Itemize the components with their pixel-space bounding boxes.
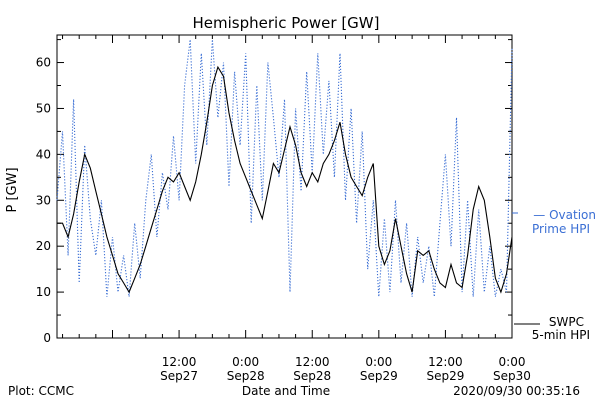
y-tick-label: 10 (36, 285, 51, 299)
x-tick-label-time: 0:00 (499, 355, 526, 369)
x-tick-label-time: 12:00 (428, 355, 463, 369)
x-tick-label-date: Sep28 (293, 369, 331, 383)
y-tick-label: 30 (36, 193, 51, 207)
y-axis-label: P [GW] (5, 167, 20, 212)
x-axis-label: Date and Time (242, 384, 330, 398)
series-layer (56, 39, 513, 297)
y-tick-label: 40 (36, 147, 51, 161)
y-tick-label: 0 (43, 331, 51, 345)
legend-ovation-line2: Prime HPI (532, 222, 590, 236)
x-tick-label-time: 12:00 (162, 355, 197, 369)
legend-swpc-line2: 5-min HPI (532, 328, 590, 342)
x-tick-label-time: 0:00 (232, 355, 259, 369)
x-tick-label-date: Sep29 (426, 369, 464, 383)
legend-ovation-line1: — Ovation (533, 208, 596, 222)
chart-title: Hemispheric Power [GW] (193, 14, 380, 32)
y-tick-label: 50 (36, 101, 51, 115)
x-tick-label-date: Sep30 (493, 369, 531, 383)
legend-swpc-line1: SWPC (549, 315, 584, 329)
series-swpc-line (57, 65, 513, 294)
x-tick-label-date: Sep27 (160, 369, 198, 383)
y-tick-label: 60 (36, 56, 51, 70)
series-ovation-line (56, 39, 513, 297)
x-tick-label-time: 12:00 (295, 355, 330, 369)
plot-frame (56, 34, 513, 339)
x-tick-label-date: Sep29 (360, 369, 398, 383)
plot-timestamp: 2020/09/30 00:35:16 (453, 384, 580, 398)
x-tick-label-date: Sep28 (227, 369, 265, 383)
y-tick-label: 20 (36, 239, 51, 253)
axis-ticks: 010203040506012:00Sep270:00Sep2812:00Sep… (36, 35, 531, 383)
x-tick-label-time: 0:00 (365, 355, 392, 369)
plot-credit: Plot: CCMC (8, 384, 74, 398)
